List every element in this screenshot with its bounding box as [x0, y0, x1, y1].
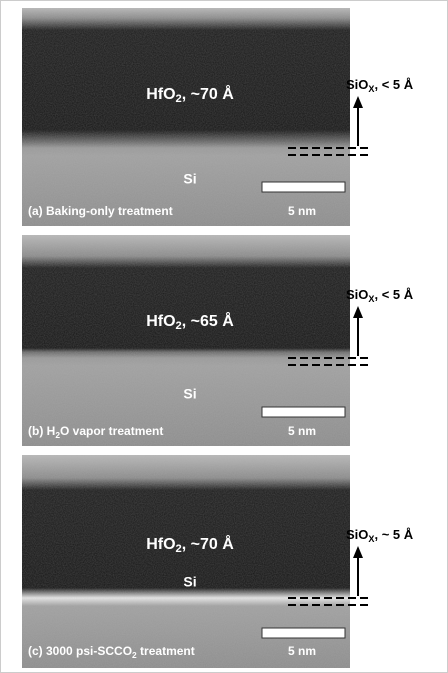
arrow-head	[353, 306, 363, 318]
text-run: , < 5 Å	[374, 77, 413, 92]
text-run: (a) Baking-only treatment	[28, 204, 173, 218]
text-run: (c) 3000 psi-SCCO	[28, 644, 132, 658]
arrow-head	[353, 546, 363, 558]
text-run: SiO	[346, 287, 368, 302]
text-run: , ~70 Å	[182, 84, 234, 103]
substrate-label: Si	[183, 171, 196, 187]
text-run: SiO	[346, 77, 368, 92]
interface-label: SiOX, ~ 5 Å	[346, 527, 414, 544]
scale-bar	[262, 628, 345, 638]
scale-bar-label: 5 nm	[288, 424, 316, 438]
text-run: , ~70 Å	[182, 534, 234, 553]
text-run: , ~65 Å	[182, 311, 234, 330]
text-run: HfO	[146, 536, 175, 553]
text-run: treatment	[137, 644, 195, 658]
scale-bar	[262, 407, 345, 417]
scale-bar-label: 5 nm	[288, 644, 316, 658]
scale-bar	[262, 182, 345, 192]
text-run: , ~ 5 Å	[374, 527, 413, 542]
layer-label: HfO2, ~70 Å	[146, 84, 234, 105]
interface-label: SiOX, < 5 Å	[346, 287, 414, 304]
text-run: O vapor treatment	[60, 424, 163, 438]
tem-texture	[22, 8, 350, 226]
substrate-label: Si	[183, 386, 196, 402]
arrow-head	[353, 96, 363, 108]
interface-label: SiOX, < 5 Å	[346, 77, 414, 94]
text-run: HfO	[146, 313, 175, 330]
caption: (c) 3000 psi-SCCO2 treatment	[28, 644, 195, 660]
text-run: (b) H	[28, 424, 55, 438]
substrate-label: Si	[183, 574, 196, 590]
scale-bar-label: 5 nm	[288, 204, 316, 218]
layer-label: HfO2, ~70 Å	[146, 534, 234, 555]
text-run: , < 5 Å	[374, 287, 413, 302]
caption: (b) H2O vapor treatment	[28, 424, 163, 440]
figure: HfO2, ~70 Å Si 5 nm (a) Baking-only treatme…	[0, 0, 448, 673]
layer-label: HfO2, ~65 Å	[146, 311, 234, 332]
text-run: HfO	[146, 86, 175, 103]
text-run: SiO	[346, 527, 368, 542]
caption: (a) Baking-only treatment	[28, 204, 173, 218]
